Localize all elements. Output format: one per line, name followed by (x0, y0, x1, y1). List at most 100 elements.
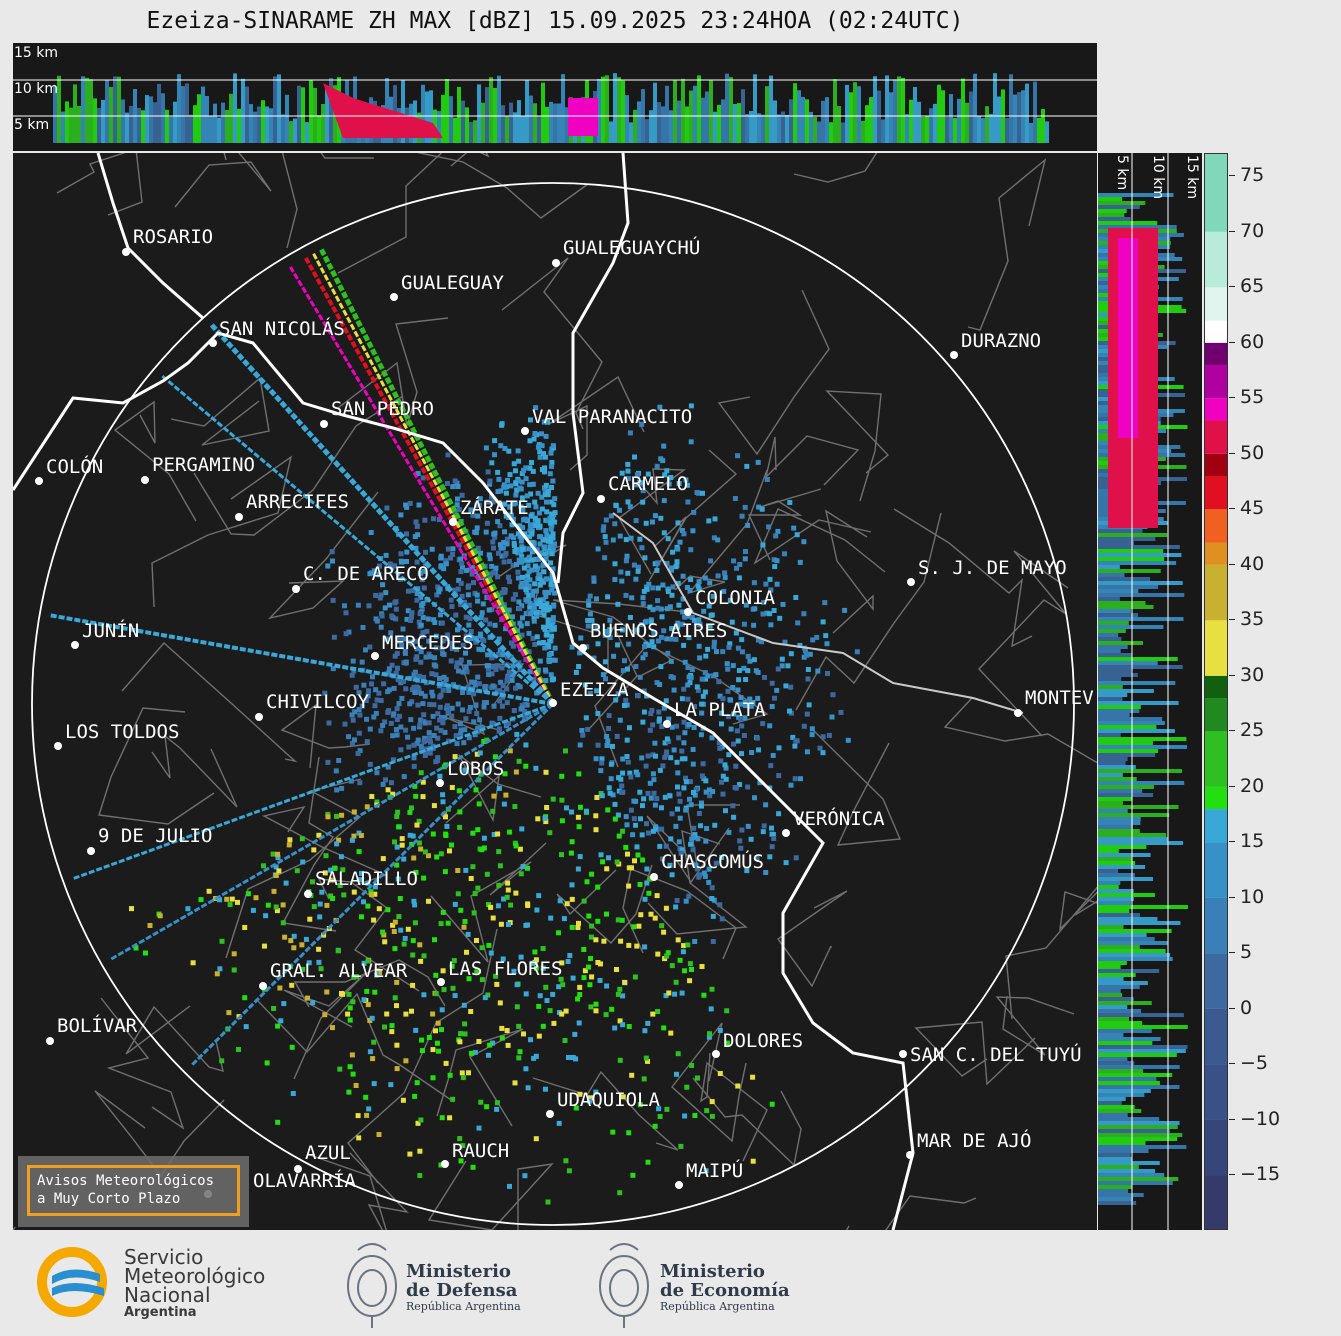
echo-cell (519, 495, 525, 501)
echo-cell (526, 585, 531, 590)
echo-cell (624, 822, 630, 828)
echo-cell (458, 730, 464, 736)
echo-cell (468, 629, 474, 634)
echo-cell (673, 979, 679, 985)
echo-cell (306, 960, 312, 966)
echo-cell (311, 904, 317, 910)
echo-cell (545, 535, 551, 540)
top-echo-column (721, 99, 725, 143)
echo-cell (350, 658, 356, 664)
echo-cell (702, 873, 708, 879)
echo-cell (516, 599, 522, 605)
echo-cell (542, 815, 548, 821)
echo-cell (429, 689, 435, 695)
echo-cell (637, 789, 643, 795)
echo-cell (533, 504, 539, 510)
echo-cell (461, 740, 467, 746)
echo-cell (550, 657, 555, 663)
echo-cell (531, 618, 537, 624)
right-cross-section-image (1098, 153, 1188, 1230)
echo-cell (648, 711, 654, 717)
echo-cell (242, 995, 248, 1001)
echo-cell (707, 1031, 712, 1037)
echo-cell (689, 1063, 695, 1068)
echo-cell (380, 582, 386, 588)
echo-cell (516, 478, 522, 484)
top-echo-column (253, 111, 257, 143)
echo-cell (635, 772, 641, 778)
echo-cell (355, 751, 361, 756)
echo-cell (731, 711, 737, 717)
echo-cell (709, 1113, 715, 1119)
echo-cell (710, 789, 716, 794)
echo-cell (684, 482, 690, 488)
echo-cell (369, 1015, 375, 1021)
echo-cell (543, 556, 549, 562)
colorbar-band (1205, 620, 1227, 676)
district-boundary (450, 153, 490, 167)
echo-cell (426, 898, 431, 904)
top-echo-column (101, 99, 105, 143)
echo-cell (582, 682, 588, 688)
echo-cell (457, 660, 463, 666)
echo-cell (414, 740, 420, 746)
echo-cell (814, 634, 820, 640)
echo-cell (369, 794, 375, 799)
top-echo-column (865, 105, 869, 143)
echo-cell (701, 992, 707, 998)
district-boundary (717, 289, 830, 456)
echo-cell (541, 544, 547, 550)
echo-cell (668, 565, 674, 571)
echo-cell (587, 982, 593, 988)
echo-cell (485, 663, 491, 669)
echo-cell (495, 831, 501, 837)
top-echo-column (833, 79, 837, 143)
echo-cell (660, 763, 666, 769)
right-echo-row (1098, 1197, 1134, 1201)
right-echo-row (1098, 861, 1136, 865)
colorbar-tick-label: 20 (1240, 774, 1265, 797)
echo-cell (756, 504, 762, 510)
echo-cell (471, 580, 476, 586)
echo-cell (367, 761, 373, 767)
echo-cell (472, 732, 478, 738)
echo-cell (793, 595, 799, 600)
echo-cell (542, 492, 548, 498)
echo-cell (409, 841, 415, 847)
echo-cell (351, 889, 357, 895)
echo-cell (504, 674, 510, 680)
top-echo-column (241, 78, 245, 143)
echo-cell (456, 788, 462, 794)
right-echo-row (1098, 1181, 1173, 1185)
echo-cell (516, 1055, 522, 1061)
echo-cell (426, 651, 432, 657)
echo-cell (534, 690, 540, 696)
echo-cell (277, 985, 283, 991)
top-echo-column (925, 116, 929, 143)
echo-cell (421, 875, 427, 881)
radar-map[interactable]: ROSARIO GUALEGUAYCHÚ GUALEGUAY SAN NICOLÁS D… (13, 153, 1097, 1230)
echo-cell (496, 728, 502, 734)
echo-cell (669, 963, 675, 969)
echo-cell (647, 727, 653, 733)
right-echo-row (1098, 777, 1137, 781)
echo-cell (744, 868, 750, 874)
echo-cell (708, 612, 714, 618)
echo-cell (751, 580, 757, 586)
echo-cell (440, 687, 446, 693)
echo-cell (490, 1040, 496, 1046)
echo-cell (339, 785, 345, 791)
echo-cell (648, 911, 654, 917)
echo-cell (530, 960, 536, 966)
alert-button[interactable]: Avisos Meteorológicos a Muy Corto Plazo (18, 1156, 249, 1227)
echo-cell (385, 709, 391, 715)
echo-cell (588, 934, 594, 940)
echo-cell (635, 852, 641, 858)
echo-cell (421, 712, 427, 718)
echo-cell (715, 573, 721, 579)
colorbar-tick-label: 35 (1240, 608, 1265, 631)
echo-cell (688, 547, 694, 553)
echo-cell (735, 687, 741, 693)
echo-cell (436, 1048, 441, 1054)
echo-cell (395, 809, 401, 815)
